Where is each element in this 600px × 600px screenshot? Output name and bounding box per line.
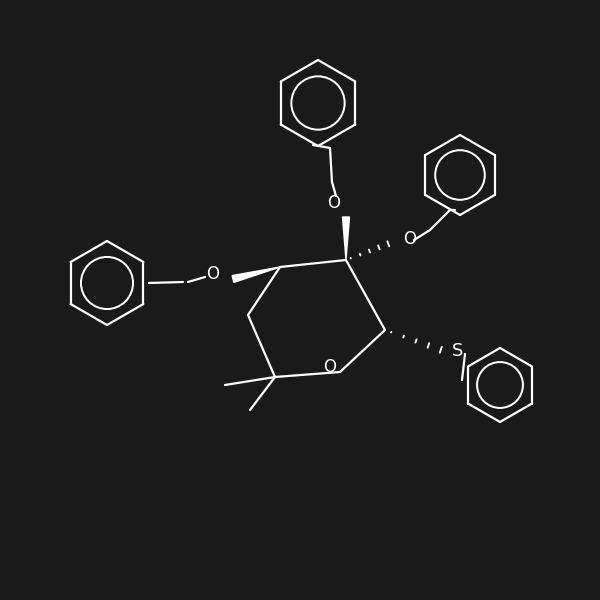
Text: O: O [323,358,337,376]
Text: O: O [404,230,416,248]
Polygon shape [232,267,280,283]
Text: O: O [206,265,220,283]
Text: O: O [328,194,341,212]
Text: S: S [452,342,464,360]
Polygon shape [343,217,349,260]
